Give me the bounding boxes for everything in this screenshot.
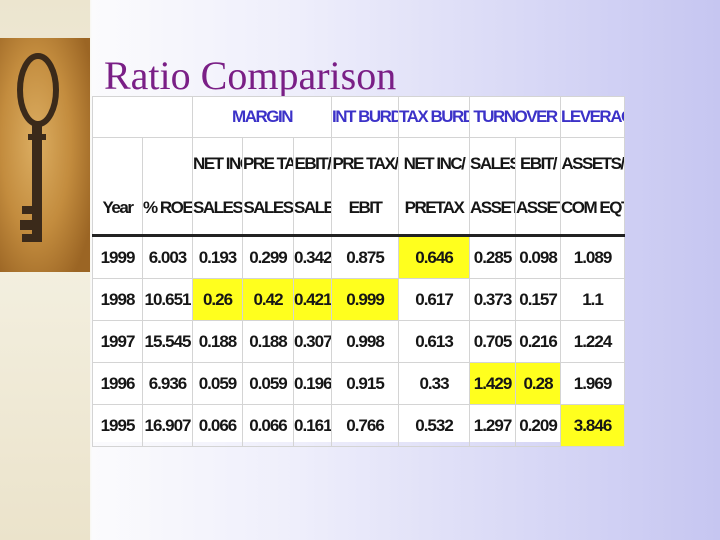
- ratio-cell: 6.003: [142, 235, 193, 279]
- year-cell: 1996: [92, 362, 143, 405]
- ratio-cell: 0.285: [469, 235, 517, 279]
- ratio-cell: 0.342: [292, 235, 333, 279]
- ratio-cell: 0.532: [398, 404, 471, 447]
- ratio-cell: 10.651: [142, 278, 193, 321]
- column-header-line2: SALES: [294, 198, 331, 217]
- column-header-line1: PRE TAX/: [243, 154, 294, 173]
- column-header-line1: ASSETS/: [561, 154, 624, 173]
- ratio-cell: 0.188: [192, 320, 243, 363]
- ratio-cell: 0.705: [469, 320, 517, 363]
- ratio-cell: 0.646: [398, 235, 471, 279]
- ratio-cell: 0.307: [292, 320, 333, 363]
- ratio-cell: 0.098: [515, 235, 562, 279]
- ratio-cell: 0.059: [192, 362, 243, 405]
- ratio-cell: 0.161: [292, 404, 333, 447]
- ratio-cell: 0.066: [242, 404, 294, 447]
- key-icon: [0, 38, 90, 272]
- column-header-8: EBIT/ASSETS: [515, 137, 562, 237]
- column-header-line1: EBIT/: [520, 154, 557, 173]
- ratio-cell: 0.998: [331, 320, 400, 363]
- ratio-cell: 0.42: [242, 278, 294, 321]
- table-row: 1997 15.545 0.188 0.188 0.307 0.998 0.613 0.705…: [92, 320, 626, 363]
- ratio-cell: 0.209: [515, 404, 562, 447]
- column-header-1: % ROE: [142, 137, 193, 237]
- ratio-cell: 0.613: [398, 320, 471, 363]
- table-row: 1995 16.907 0.066 0.066 0.161 0.766 0.532 1.297…: [92, 404, 626, 447]
- ratio-cell: 1.297: [469, 404, 517, 447]
- ratio-cell: 0.33: [398, 362, 471, 405]
- ratio-cell: 0.157: [515, 278, 562, 321]
- slide-title: Ratio Comparison: [104, 53, 397, 98]
- ratio-cell: 3.846: [560, 404, 626, 447]
- ratio-cell: 1.1: [560, 278, 626, 321]
- ratio-cell: 0.193: [192, 235, 243, 279]
- column-header-5: PRE TAX/EBIT: [331, 137, 400, 237]
- ratio-cell: 16.907: [142, 404, 193, 447]
- ratio-cell: 15.545: [142, 320, 193, 363]
- ratio-cell: 0.196: [292, 362, 333, 405]
- column-header-line2: PRETAX: [404, 198, 465, 217]
- ratio-cell: 0.373: [469, 278, 517, 321]
- group-header-3: TAX BURDEN: [398, 96, 471, 138]
- ratio-cell: 0.066: [192, 404, 243, 447]
- ratio-cell: 0.617: [398, 278, 471, 321]
- group-header-4: TURNOVER: [469, 96, 562, 138]
- ratio-cell: 0.999: [331, 278, 400, 321]
- column-header-3: PRE TAX/SALES: [242, 137, 294, 237]
- year-cell: 1995: [92, 404, 143, 447]
- ratio-cell: 0.875: [331, 235, 400, 279]
- ratio-cell: 0.421: [292, 278, 333, 321]
- group-header-1: MARGIN: [191, 96, 333, 138]
- ratio-cell: 1.089: [560, 235, 626, 279]
- year-cell: 1999: [92, 235, 143, 279]
- column-header-line1: SALES/: [470, 154, 515, 173]
- column-header-line2: COM EQTY: [561, 198, 624, 217]
- column-header-2: NET INC/SALES: [192, 137, 243, 237]
- ratio-cell: 0.26: [192, 278, 243, 321]
- column-header-4: EBIT/SALES: [292, 137, 333, 237]
- column-header-9: ASSETS/COM EQTY: [560, 137, 626, 237]
- column-header-7: SALES/ASSETS: [469, 137, 517, 237]
- ratio-cell: 1.224: [560, 320, 626, 363]
- column-header-line1: NET INC/: [403, 154, 466, 173]
- ratio-cell: 0.299: [242, 235, 294, 279]
- year-cell: 1998: [92, 278, 143, 321]
- ratio-cell: 0.216: [515, 320, 562, 363]
- table-row: 1996 6.936 0.059 0.059 0.196 0.915 0.33 1.429 0.…: [92, 362, 626, 405]
- column-header-line1: NET INC/: [193, 154, 242, 173]
- group-header-0: [92, 96, 193, 138]
- column-header-line2: Year: [102, 198, 134, 217]
- ratio-cell: 1.969: [560, 362, 626, 405]
- ratio-cell: 0.28: [515, 362, 562, 405]
- column-header-line2: % ROE: [143, 198, 193, 217]
- column-header-line1: PRE TAX/: [332, 154, 398, 173]
- column-header-line1: [144, 142, 192, 186]
- antique-key-image: [0, 38, 90, 272]
- group-header-2: INT BURDEN: [331, 96, 400, 138]
- ratio-cell: 0.766: [331, 404, 400, 447]
- column-header-line1: EBIT/: [294, 154, 331, 173]
- table-row: 1998 10.651 0.26 0.42 0.421 0.999 0.617 0.373 0.…: [92, 278, 626, 321]
- ratio-cell: 0.059: [242, 362, 294, 405]
- column-header-line2: ASSETS: [516, 198, 560, 217]
- column-header-line2: ASSETS: [470, 198, 515, 217]
- ratio-cell: 0.915: [331, 362, 400, 405]
- group-header-5: LEVERAGE: [560, 96, 626, 138]
- column-header-line2: SALES: [243, 198, 293, 217]
- column-header-0: Year: [92, 137, 143, 237]
- ratio-cell: 1.429: [469, 362, 517, 405]
- column-header-line2: EBIT: [348, 198, 383, 217]
- table-row: 1999 6.003 0.193 0.299 0.342 0.875 0.646 0.285 0…: [92, 235, 626, 279]
- column-header-line1: [94, 142, 142, 186]
- column-header-6: NET INC/PRETAX: [398, 137, 471, 237]
- column-header-line2: SALES: [193, 198, 243, 217]
- table-body: 1999 6.003 0.193 0.299 0.342 0.875 0.646 0.285 0…: [92, 235, 626, 447]
- ratio-cell: 0.188: [242, 320, 294, 363]
- ratio-cell: 6.936: [142, 362, 193, 405]
- year-cell: 1997: [92, 320, 143, 363]
